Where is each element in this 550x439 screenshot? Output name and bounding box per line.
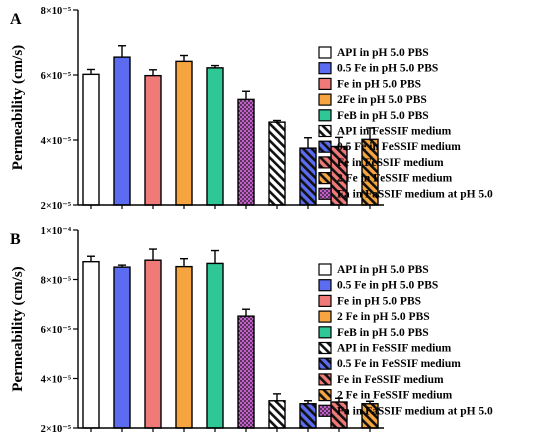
panel-label-a: A [10,11,22,28]
legend-label-b-api-in-fessif-medium: API in FeSSIF medium [337,343,452,355]
bar-a-feb-in-ph-5-0-pbs [206,67,224,206]
legend-label-b-fa-in-fassif-medium-at-ph-5-0: Fa in FaSSIF medium at pH 5.0 [337,405,493,417]
bar-b-fe-in-ph-5-0-pbs [144,259,162,429]
legend-swatch-a-0-5-fe-in-fessif-medium [318,140,332,153]
legend-swatch-b-0-5-fe-in-fessif-medium [318,357,332,370]
y-tick-label-b: 1×10⁻⁴ [41,226,72,237]
legend-swatch-b-feb-in-ph-5-0-pbs [318,326,332,339]
legend-swatch-b-2-fe-in-ph-5-0-pbs [318,310,332,323]
bar-a-api-in-fessif-medium [268,121,286,206]
bar-b-0-5-fe-in-ph-5-0-pbs [113,266,131,429]
legend-swatch-b-fe-in-fessif-medium [318,373,332,386]
legend-label-b-0-5-fe-in-fessif-medium: 0.5 Fe in FeSSIF medium [337,358,461,370]
y-tick-label-b: 4×10⁻⁵ [41,375,71,386]
legend-swatch-b-api-in-fessif-medium [318,341,332,355]
bar-b-2-fe-in-ph-5-0-pbs [175,265,193,429]
bar-b-fa-in-fassif-medium-at-ph-5-0 [237,315,255,429]
y-tick-label-b: 8×10⁻⁵ [41,276,71,287]
legend-swatch-b-fa-in-fassif-medium-at-ph-5-0 [318,404,332,417]
legend-swatch-a-fa-in-fassif-medium-at-ph-5-0 [318,187,332,200]
y-axis-title-b: Permeability (cm/s) [10,266,26,391]
y-tick-label-a: 8×10⁻⁵ [41,6,71,17]
bar-b-api-in-ph-5-0-pbs [82,260,100,429]
legend-swatch-b-0-5-fe-in-ph-5-0-pbs [318,279,332,292]
bar-a-0-5-fe-in-ph-5-0-pbs [113,56,131,206]
legend-swatch-a-0-5-fe-in-ph-5-0-pbs [318,62,332,75]
legend-swatch-a-fe-in-fessif-medium [318,156,332,169]
legend-label-a-fe-in-ph-5-0-pbs: Fe in pH 5.0 PBS [337,78,421,90]
legend-label-a-api-in-ph-5-0-pbs: API in pH 5.0 PBS [337,47,429,59]
legend-label-a-api-in-fessif-medium: API in FeSSIF medium [337,126,452,138]
y-tick-label-a: 4×10⁻⁵ [41,136,71,147]
panel-b: B Permeability (cm/s) 2×10⁻⁵ 4×10⁻⁵ 6×10⁻⁵ 8×… [10,226,493,435]
legend-label-b-0-5-fe-in-ph-5-0-pbs: 0.5 Fe in pH 5.0 PBS [337,280,438,292]
legend-label-a-2fe-in-ph-5-0-pbs: 2Fe in pH 5.0 PBS [337,94,427,106]
legend-label-a-fe-in-fessif-medium: Fe in FeSSIF medium [337,157,444,169]
legend-swatch-b-fe-in-ph-5-0-pbs [318,294,332,307]
legend-swatch-a-api-in-fessif-medium [318,124,332,138]
legend-label-b-2-fe-in-ph-5-0-pbs: 2 Fe in pH 5.0 PBS [337,311,430,323]
legend-label-a-0-5-fe-in-fessif-medium: 0.5 Fe in FeSSIF medium [337,141,461,153]
legend-label-b-api-in-ph-5-0-pbs: API in pH 5.0 PBS [337,264,429,276]
legend-swatch-a-2fe-in-ph-5-0-pbs [318,93,332,106]
bar-b-0-5-fe-in-fessif-medium [299,403,317,429]
panel-label-b: B [10,231,21,248]
legend-label-a-feb-in-ph-5-0-pbs: FeB in pH 5.0 PBS [337,110,429,122]
y-tick-label-b: 6×10⁻⁵ [41,325,71,336]
legend-label-a-0-5-fe-in-ph-5-0-pbs: 0.5 Fe in pH 5.0 PBS [337,63,438,75]
legend-label-a-2-fe-in-fessif-medium: 2 Fe in FeSSIF medium [337,173,453,185]
legend-swatch-a-fe-in-ph-5-0-pbs [318,77,332,91]
bar-a-fe-in-ph-5-0-pbs [144,74,162,206]
bar-b-feb-in-ph-5-0-pbs [206,262,224,429]
y-tick-label-a: 6×10⁻⁵ [41,71,71,82]
legend-label-b-fe-in-ph-5-0-pbs: Fe in pH 5.0 PBS [337,295,421,307]
bar-a-fa-in-fassif-medium-at-ph-5-0 [237,98,255,206]
legend-label-b-feb-in-ph-5-0-pbs: FeB in pH 5.0 PBS [337,327,429,339]
y-tick-label-a: 2×10⁻⁵ [41,201,71,212]
legend-swatch-a-feb-in-ph-5-0-pbs [318,109,332,122]
legend-label-a-fa-in-fassif-medium-at-ph-5-0: Fa in FaSSIF medium at pH 5.0 [337,188,493,200]
bar-a-2fe-in-ph-5-0-pbs [175,60,193,206]
legend-swatch-b-2-fe-in-fessif-medium [318,389,332,402]
legend-label-b-2-fe-in-fessif-medium: 2 Fe in FeSSIF medium [337,390,453,402]
bar-a-api-in-ph-5-0-pbs [82,73,100,206]
legend-swatch-b-api-in-ph-5-0-pbs [318,263,332,276]
y-tick-label-b: 2×10⁻⁵ [41,424,71,435]
legend-swatch-a-2-fe-in-fessif-medium [318,172,332,185]
bar-b-api-in-fessif-medium [268,400,286,429]
y-axis-title-a: Permeability (cm/s) [10,45,26,170]
legend-swatch-a-api-in-ph-5-0-pbs [318,46,332,59]
panel-a: A Permeability (cm/s) 2×10⁻⁵ 4×10⁻⁵ 6×10⁻⁵ 8×… [10,6,493,212]
bar-a-0-5-fe-in-fessif-medium [299,147,317,206]
legend-label-b-fe-in-fessif-medium: Fe in FeSSIF medium [337,374,444,386]
